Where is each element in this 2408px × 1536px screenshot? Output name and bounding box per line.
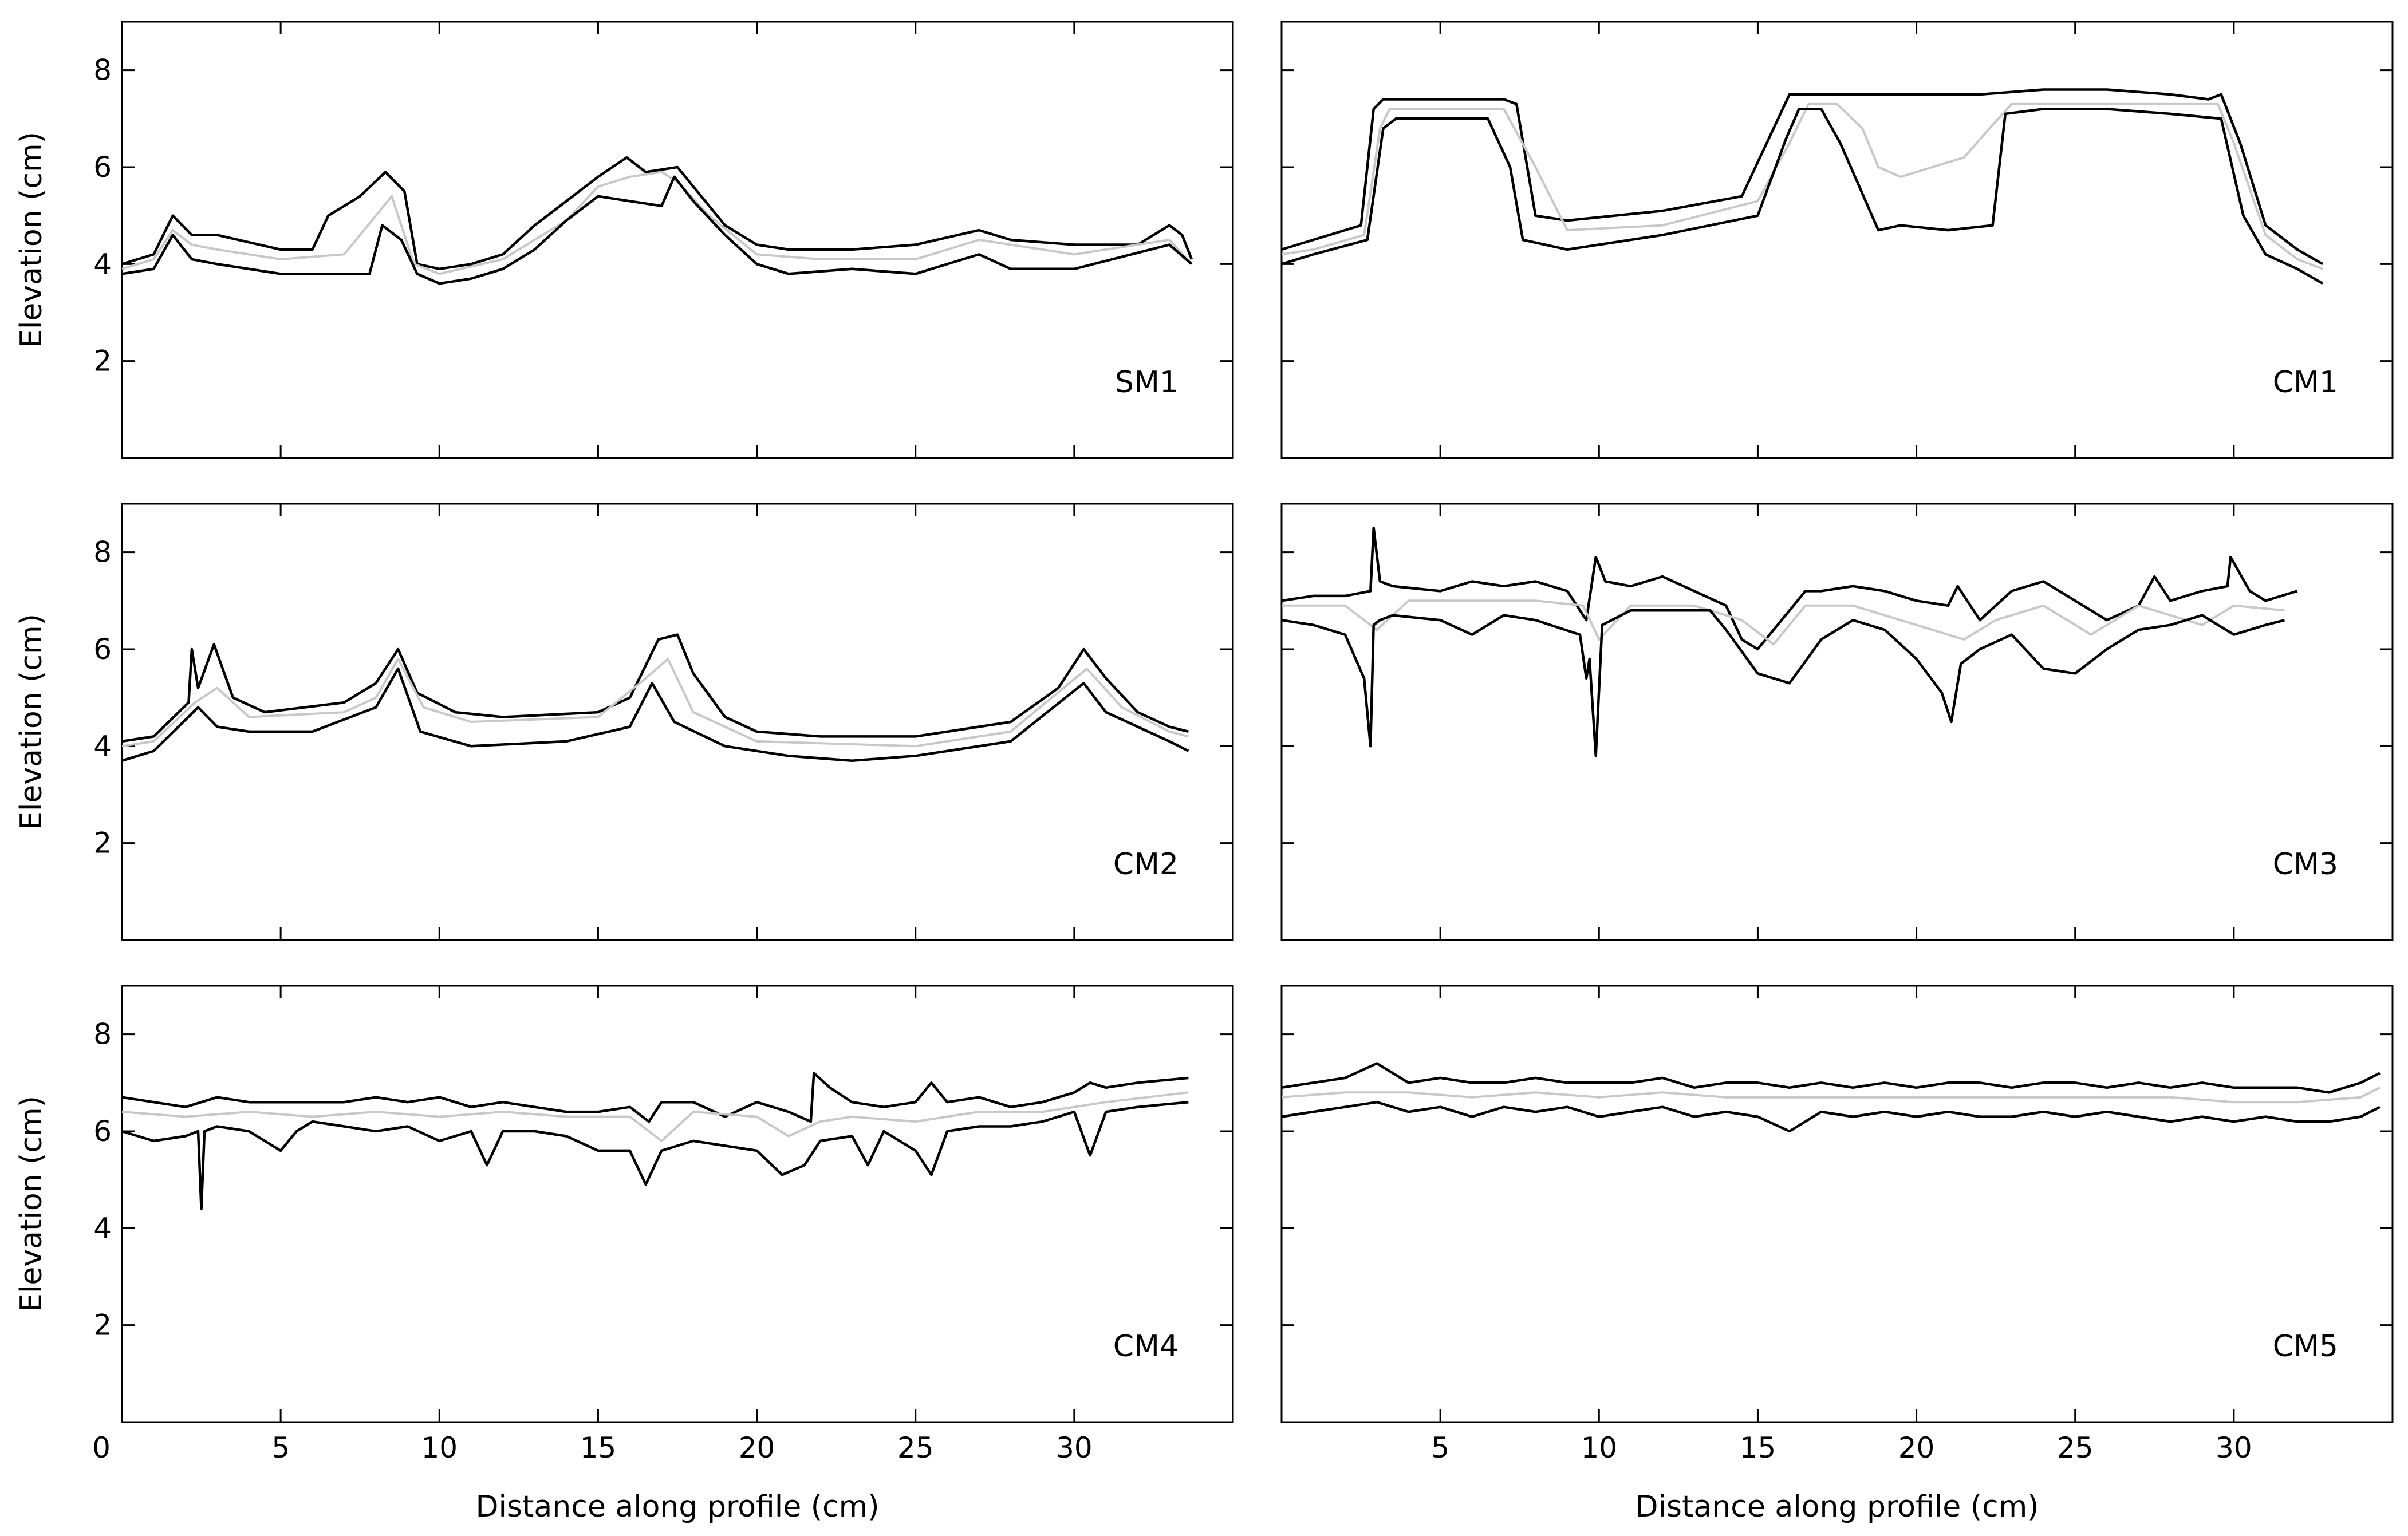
series-line-middle [121, 657, 1189, 748]
plot-frame [121, 21, 1234, 459]
x-tick-label: 5 [271, 1431, 290, 1464]
plot-frame [1280, 985, 2394, 1423]
y-tick-label: 4 [93, 729, 112, 763]
series-line-lower [1281, 108, 2324, 285]
series-line-middle [1282, 599, 2285, 646]
y-tick-label: 8 [93, 54, 112, 87]
y-tick-label: 4 [93, 247, 112, 281]
y-tick-label: 6 [93, 151, 112, 184]
x-tick-label: 10 [421, 1431, 458, 1464]
x-tick-label: 10 [1581, 1431, 1617, 1464]
series-line-lower [1281, 609, 2285, 757]
x-tick-label: 25 [897, 1431, 934, 1464]
plot-frame [1280, 21, 2394, 459]
series-line-middle [121, 1091, 1189, 1142]
origin-label: 0 [92, 1431, 111, 1464]
plot-frame [121, 985, 1234, 1423]
y-tick-label: 2 [93, 345, 112, 378]
x-tick-label: 15 [1740, 1431, 1776, 1464]
series-line-upper [121, 1072, 1189, 1123]
x-tick-label: 15 [580, 1431, 617, 1464]
panel-label: SM1 [1115, 365, 1179, 400]
y-axis-title: Elevation (cm) [14, 132, 49, 348]
y-axis-title: Elevation (cm) [14, 1096, 49, 1312]
panel-cm4: 2 4 6 8 5 10 15 20 25 30 CM4 Elevation (cm) Distance… [14, 985, 1234, 1524]
x-tick-label: 30 [2216, 1431, 2252, 1464]
x-tick-label: 20 [739, 1431, 775, 1464]
plot-frame [1280, 503, 2394, 941]
series-line-middle [1281, 102, 2323, 270]
y-tick-label: 8 [93, 536, 112, 569]
panel-sm1: 2 4 6 8 SM1 Elevation (cm) [14, 21, 1234, 459]
series-line-upper [1281, 1062, 2381, 1094]
series-line-lower [121, 175, 1193, 285]
x-axis-title: Distance along profile (cm) [475, 1490, 879, 1524]
panel-cm1: CM1 [1280, 21, 2394, 459]
y-tick-label: 4 [93, 1211, 112, 1245]
y-axis-title: Elevation (cm) [14, 614, 49, 830]
series-line-lower [121, 1100, 1189, 1210]
series-line-upper [1281, 88, 2324, 266]
panel-cm2: 2 4 6 8 CM2 Elevation (cm) [14, 503, 1234, 941]
x-tick-label: 30 [1056, 1431, 1093, 1464]
series-line-middle [121, 171, 1193, 275]
panel-label: CM3 [2273, 847, 2338, 882]
plot-frame [121, 503, 1234, 941]
x-axis-title: Distance along profile (cm) [1635, 1490, 2039, 1524]
panel-label: CM1 [2273, 365, 2338, 400]
x-tick-label: 5 [1431, 1431, 1449, 1464]
panel-cm5: 5 10 15 20 25 30 CM5 Distance along profile (cm… [1280, 985, 2394, 1524]
series-line-lower [121, 667, 1189, 762]
series-line-middle [1281, 1087, 2381, 1104]
series-line-upper [1281, 527, 2298, 651]
y-tick-label: 8 [93, 1018, 112, 1051]
series-line-lower [1281, 1100, 2381, 1133]
panel-cm3: CM3 [1280, 503, 2394, 941]
y-tick-label: 6 [93, 633, 112, 666]
x-tick-label: 20 [1898, 1431, 1935, 1464]
y-tick-label: 6 [93, 1115, 112, 1148]
series-line-upper [121, 156, 1193, 271]
panel-label: CM4 [1113, 1329, 1179, 1364]
panel-label: CM2 [1113, 847, 1179, 882]
x-tick-label: 25 [2057, 1431, 2094, 1464]
y-tick-label: 2 [93, 1309, 112, 1342]
y-tick-label: 2 [93, 827, 112, 860]
panel-label: CM5 [2273, 1329, 2338, 1364]
